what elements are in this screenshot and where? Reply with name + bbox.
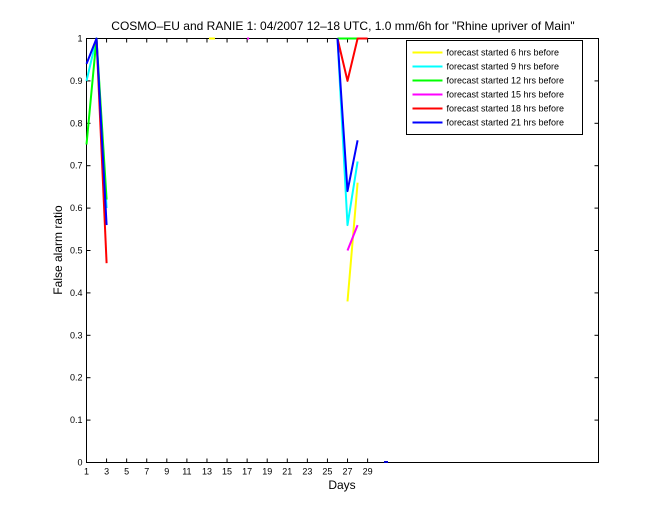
series-line-5 <box>336 38 359 193</box>
y-tick-label: 0 <box>77 458 82 468</box>
y-tick-label: 0.5 <box>70 246 83 256</box>
y-tick-label: 0.7 <box>70 161 83 171</box>
series-line-0 <box>346 182 359 302</box>
y-tick-label: 0.1 <box>70 415 83 425</box>
x-tick-label: 29 <box>363 467 373 477</box>
x-tick-label: 17 <box>242 467 252 477</box>
series-line-4 <box>336 37 368 82</box>
x-tick-label: 13 <box>202 467 212 477</box>
legend-box <box>406 40 583 135</box>
y-tick-label: 0.8 <box>70 118 83 128</box>
legend: forecast started 6 hrs before forecast st… <box>406 40 583 135</box>
legend-label: forecast started 12 hrs before <box>447 76 565 86</box>
x-axis-label: Days <box>328 478 355 492</box>
x-tick-label: 23 <box>302 467 312 477</box>
legend-label: forecast started 15 hrs before <box>447 90 565 100</box>
y-tick-label: 0.6 <box>70 203 83 213</box>
legend-label: forecast started 6 hrs before <box>447 48 560 58</box>
x-tick-label: 1 <box>84 467 89 477</box>
series-line-3 <box>346 224 359 251</box>
x-tick-label: 25 <box>322 467 332 477</box>
y-tick-label: 1 <box>77 34 82 44</box>
x-tick-label: 21 <box>282 467 292 477</box>
y-tick-label: 0.3 <box>70 330 83 340</box>
series-line-5 <box>85 37 108 226</box>
legend-label: forecast started 9 hrs before <box>447 62 560 72</box>
y-axis-label: False alarm ratio <box>51 205 65 295</box>
x-tick-label: 9 <box>164 467 169 477</box>
x-tick-label: 11 <box>182 467 191 477</box>
legend-label: forecast started 21 hrs before <box>447 118 565 128</box>
legend-label: forecast started 18 hrs before <box>447 104 565 114</box>
x-tick-label: 5 <box>124 467 129 477</box>
x-tick-label: 27 <box>343 467 353 477</box>
y-tick-label: 0.9 <box>70 76 83 86</box>
x-tick-label: 7 <box>144 467 149 477</box>
y-tick-label: 0.4 <box>70 288 83 298</box>
x-tick-label: 15 <box>222 467 232 477</box>
series-layer <box>85 37 368 302</box>
axis-ticks: 1 3 5 7 9 11 13 15 17 19 21 23 25 27 2900.10.20.30.40.… <box>70 34 599 477</box>
stray-mark <box>384 461 388 463</box>
y-tick-label: 0.2 <box>70 373 83 383</box>
x-tick-label: 19 <box>262 467 272 477</box>
chart-title: COSMO–EU and RANIE 1: 04/2007 12–18 UTC,… <box>111 19 574 33</box>
x-tick-label: 3 <box>104 467 109 477</box>
